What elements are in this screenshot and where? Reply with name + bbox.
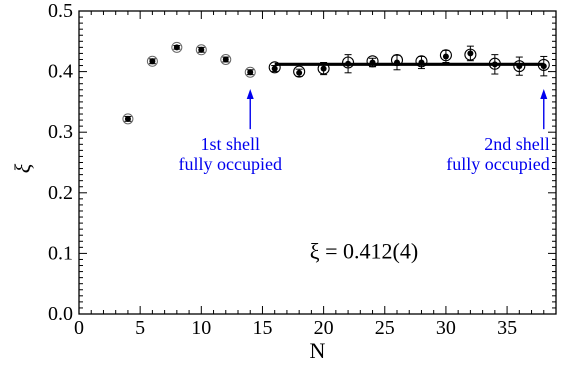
data-point-ring xyxy=(146,55,158,67)
annotation-text-line: fully occupied xyxy=(178,154,281,174)
data-point-filled xyxy=(222,56,229,63)
data-point-filled xyxy=(467,50,474,57)
x-tick-label: 35 xyxy=(497,317,517,339)
data-point-filled xyxy=(124,115,131,122)
data-point-filled xyxy=(394,59,400,66)
data-point-ring xyxy=(244,66,256,78)
data-point-filled xyxy=(418,59,425,66)
y-tick-label: 0.1 xyxy=(48,242,73,264)
data-point-filled xyxy=(516,63,523,70)
annotation-text-line: 1st shell xyxy=(200,134,260,154)
data-point-open xyxy=(488,57,501,70)
data-point-ring xyxy=(220,53,232,65)
data-point-open xyxy=(317,62,330,75)
x-tick-label: 20 xyxy=(314,317,334,339)
x-tick-label: 0 xyxy=(74,317,84,339)
y-tick-label: 0.3 xyxy=(48,121,73,143)
y-tick-label: 0.5 xyxy=(48,0,73,22)
data-point-open xyxy=(342,56,355,69)
data-point-filled xyxy=(173,44,180,51)
data-point-filled xyxy=(369,59,376,66)
data-point-filled xyxy=(247,69,254,76)
data-point-filled xyxy=(442,53,449,60)
data-point-open xyxy=(390,54,404,67)
data-point-filled xyxy=(320,65,327,72)
data-point-filled xyxy=(345,60,352,67)
data-point-open xyxy=(366,55,379,68)
annotation-text-line: fully occupied xyxy=(446,154,549,174)
data-point-filled xyxy=(149,58,156,65)
data-point-group xyxy=(122,41,550,125)
data-point-open xyxy=(293,65,306,78)
data-point-ring xyxy=(122,113,134,125)
x-tick-label: 10 xyxy=(191,317,211,339)
y-tick-label: 0.4 xyxy=(48,61,73,83)
tick-group xyxy=(78,10,557,315)
data-point-filled xyxy=(296,69,303,76)
data-point-open xyxy=(537,58,550,71)
data-point-filled xyxy=(271,65,278,72)
data-point-ring xyxy=(171,41,183,53)
y-tick-label: 0.0 xyxy=(48,303,73,325)
data-point-filled xyxy=(540,63,547,70)
x-tick-label: 5 xyxy=(135,317,145,339)
x-tick-label: 30 xyxy=(436,317,456,339)
data-point-open xyxy=(415,55,428,68)
y-axis-label: ξ xyxy=(10,163,35,173)
data-point-open xyxy=(464,48,477,61)
annotation-arrow-head xyxy=(246,88,254,99)
x-tick-label: 15 xyxy=(252,317,272,339)
x-tick-label: 25 xyxy=(375,317,395,339)
data-point-open xyxy=(439,49,452,62)
data-point-ring xyxy=(195,44,207,56)
data-point-filled xyxy=(198,46,205,53)
annotation-text-line: 2nd shell xyxy=(484,134,550,154)
y-tick-label: 0.2 xyxy=(48,182,73,204)
data-point-filled xyxy=(491,61,498,68)
fit-result-label: ξ = 0.412(4) xyxy=(310,239,418,264)
x-axis-label: N xyxy=(310,338,326,363)
data-point-open xyxy=(268,61,281,74)
error-bar-group xyxy=(124,45,548,122)
annotation-arrow-head xyxy=(540,88,548,99)
tick-label-group: 0 5 10 15 20 25 30 35 0.0 0.1 0.2 0.3 0.4 0.5 xyxy=(48,0,517,339)
data-point-open xyxy=(513,60,526,73)
